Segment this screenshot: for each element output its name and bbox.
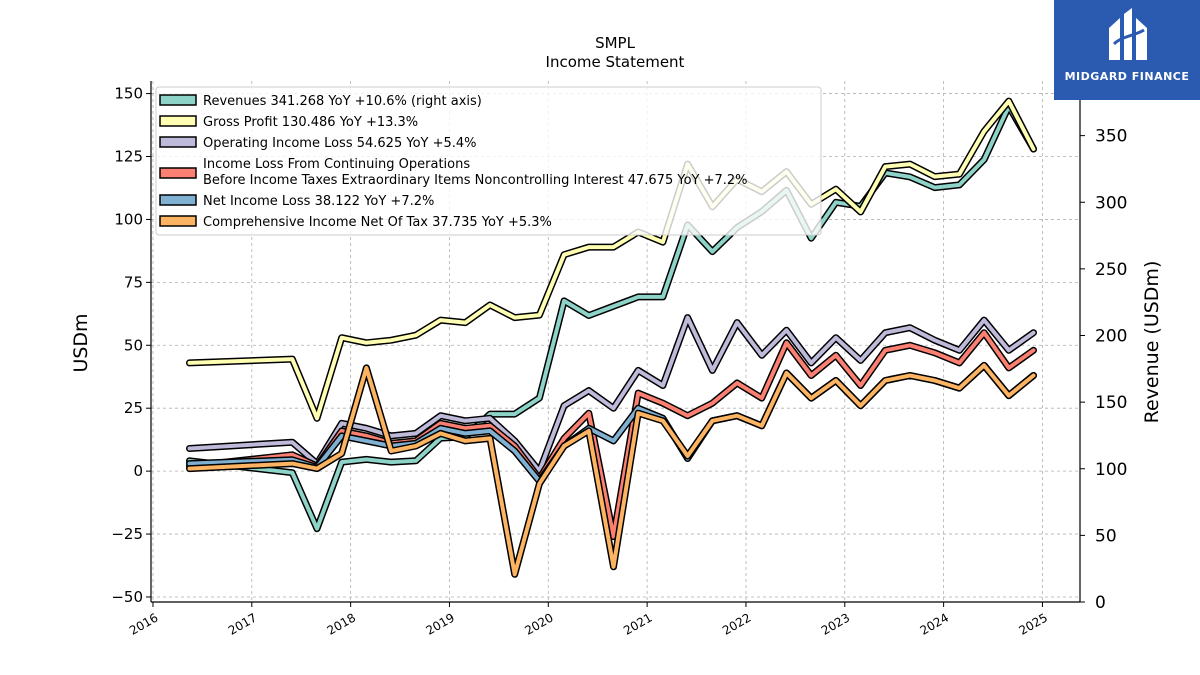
y-axis-right-label: Revenue (USDm) — [1141, 261, 1163, 424]
y-right-tick-label: 0 — [1095, 593, 1106, 613]
y-right-tick-label: 250 — [1095, 260, 1127, 280]
y-right-tick-label: 200 — [1095, 327, 1127, 347]
x-tick-label: 2025 — [1016, 610, 1049, 637]
legend-label-2: Operating Income Loss 54.625 YoY +5.4% — [203, 136, 477, 151]
series-lines — [186, 97, 1037, 578]
legend-label-5: Comprehensive Income Net Of Tax 37.735 Y… — [203, 215, 552, 230]
midgard-logo-icon — [1109, 8, 1147, 60]
y-right-tick-label: 350 — [1095, 127, 1127, 147]
legend-swatch-0 — [159, 94, 197, 106]
series-outline-2 — [186, 314, 1037, 475]
y-tick-label: −25 — [111, 525, 143, 543]
legend-label-3: Income Loss From Continuing Operations — [203, 157, 470, 172]
x-tick-label: 2019 — [424, 610, 457, 637]
y-tick-label: 100 — [114, 210, 143, 228]
y-tick-label: 50 — [124, 336, 143, 354]
series-outline-4 — [186, 361, 1037, 485]
series-line-2 — [187, 315, 1036, 474]
legend-swatch-2 — [159, 136, 197, 148]
y-tick-label: 0 — [133, 462, 143, 480]
series-line-5 — [187, 363, 1036, 577]
x-tick-label: 2024 — [918, 610, 951, 637]
legend-swatch-4 — [159, 194, 197, 206]
chart-subtitle: Income Statement — [546, 53, 685, 71]
x-tick-label: 2018 — [325, 610, 358, 637]
y-right-tick-label: 300 — [1095, 193, 1127, 213]
y-tick-label: 25 — [124, 399, 143, 417]
legend-swatch-5 — [159, 215, 197, 227]
brand-logo: MIDGARD FINANCE — [1054, 0, 1200, 100]
y-tick-label: −50 — [111, 588, 143, 606]
legend-box — [155, 86, 822, 236]
legend-label-0: Revenues 341.268 YoY +10.6% (right axis) — [203, 94, 482, 109]
y-right-tick-label: 50 — [1095, 526, 1117, 546]
legend-label-1: Gross Profit 130.486 YoY +13.3% — [203, 115, 418, 130]
x-tick-label: 2022 — [720, 610, 753, 637]
legend: Revenues 341.268 YoY +10.6% (right axis)… — [155, 86, 822, 236]
legend-swatch-1 — [159, 115, 197, 127]
series-line-0 — [187, 104, 1036, 531]
legend-swatch-3 — [159, 167, 197, 179]
series-line-3 — [187, 330, 1036, 539]
chart-title: SMPL — [595, 34, 636, 52]
y-tick-label: 125 — [114, 148, 143, 166]
x-tick-label: 2017 — [226, 610, 259, 637]
y-right-tick-label: 100 — [1095, 460, 1127, 480]
x-tick-label: 2020 — [522, 610, 555, 637]
legend-label-3: Before Income Taxes Extraordinary Items … — [203, 173, 748, 188]
series-line-1 — [187, 99, 1036, 421]
y-tick-label: 150 — [114, 85, 143, 103]
x-tick-label: 2016 — [127, 610, 160, 637]
y-right-tick-label: 150 — [1095, 393, 1127, 413]
y-axis-label: USDm — [70, 313, 92, 372]
x-tick-label: 2023 — [819, 610, 852, 637]
y-tick-label: 75 — [124, 273, 143, 291]
brand-name: MIDGARD FINANCE — [1064, 70, 1190, 83]
series-outline-3 — [186, 329, 1037, 541]
x-tick-label: 2021 — [621, 610, 654, 637]
legend-label-4: Net Income Loss 38.122 YoY +7.2% — [203, 194, 434, 209]
